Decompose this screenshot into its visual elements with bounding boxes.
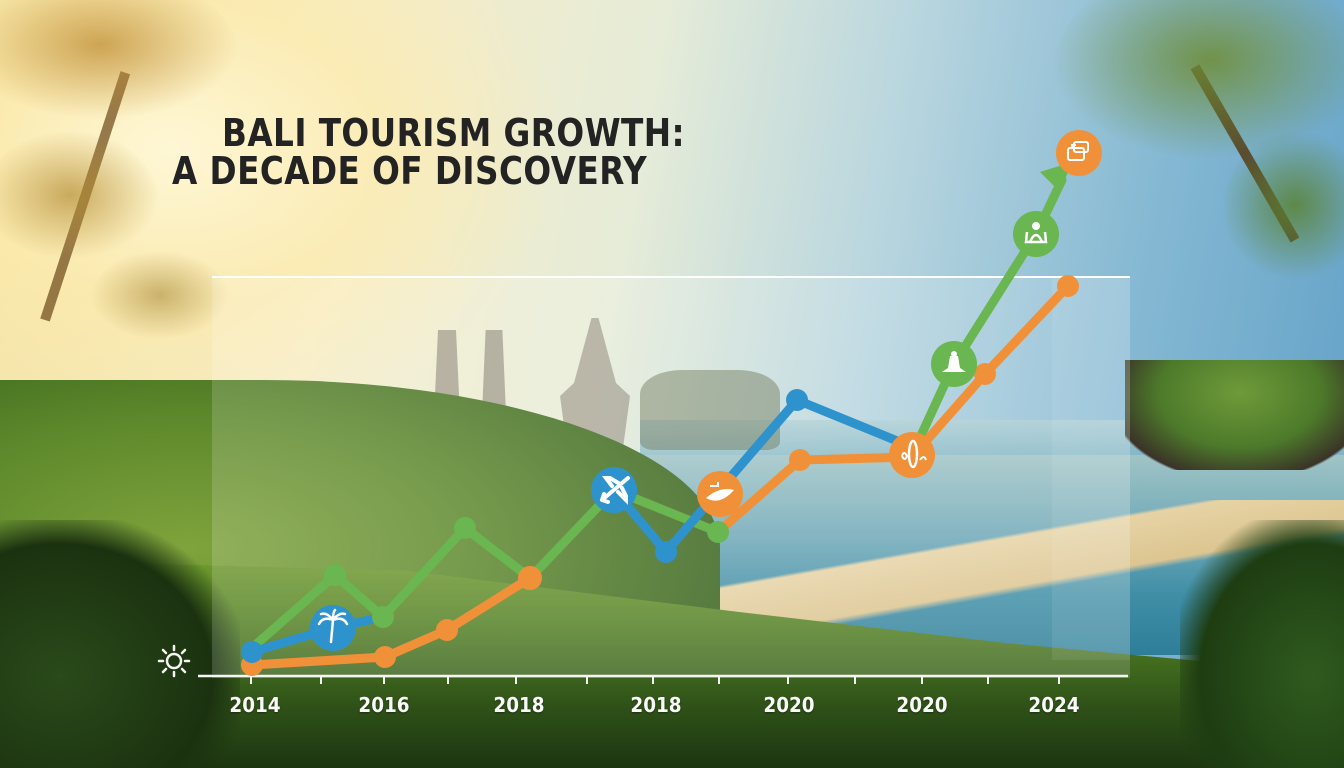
chart-panel-shade [1052, 278, 1130, 660]
x-tick-label-7: 2024 [1028, 693, 1080, 717]
palm-tree-icon [310, 605, 356, 651]
sun-icon [157, 644, 191, 678]
blue-markers [241, 389, 808, 663]
x-tick-label-4: 2018 [630, 693, 682, 717]
chart-panel [212, 276, 1130, 678]
temple-island-shrine [640, 370, 780, 450]
luggage-icon [1056, 130, 1102, 176]
palm-fronds-mid [90, 250, 230, 340]
palm-fronds-left [0, 0, 240, 120]
x-tick-label-5: 2020 [763, 693, 815, 717]
green-markers [324, 517, 729, 628]
series-orange-line-2 [713, 281, 1073, 537]
boat-icon [697, 471, 743, 517]
x-tick-label-2: 2016 [358, 693, 410, 717]
yoga-person-icon [1013, 211, 1059, 257]
series-orange-line [247, 573, 535, 670]
airplane-icon [591, 467, 637, 513]
series-green-line-2 [907, 175, 1067, 460]
x-tick-label-3: 2018 [493, 693, 545, 717]
palm-fronds-left-lower [0, 130, 160, 260]
chart-title-line2: A DECADE OF DISCOVERY [172, 149, 648, 193]
x-axis-ticks [250, 676, 1060, 684]
background-island [1125, 360, 1344, 470]
surfboard-icon [889, 432, 935, 478]
x-tick-label-6: 2020 [896, 693, 948, 717]
series-blue-line-2 [609, 395, 917, 557]
orange-markers [241, 275, 1079, 676]
foliage-left [0, 520, 240, 768]
chart-title-line1: BALI TOURISM GROWTH: [222, 111, 686, 155]
x-tick-label-1: 2014 [229, 693, 281, 717]
temple-icon [931, 341, 977, 387]
foliage-right [1180, 520, 1344, 768]
